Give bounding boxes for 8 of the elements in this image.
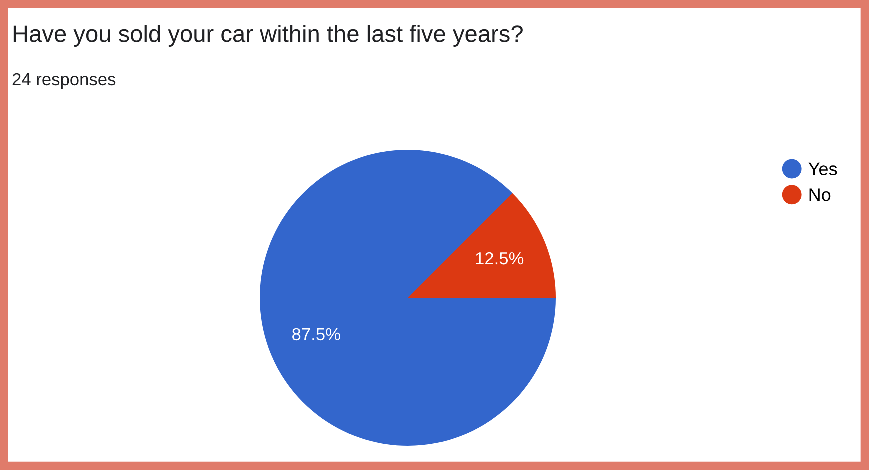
- pie-slice: [408, 193, 556, 298]
- legend-label: No: [810, 188, 831, 202]
- chart-title: Have you sold your car within the last five years?: [14, 24, 523, 48]
- data-label: 12.5%: [476, 252, 524, 265]
- legend-label: Yes: [808, 162, 838, 176]
- pie-slice: [260, 150, 556, 446]
- data-label: 87.5%: [292, 328, 340, 341]
- text: 24 responses: [12, 73, 116, 90]
